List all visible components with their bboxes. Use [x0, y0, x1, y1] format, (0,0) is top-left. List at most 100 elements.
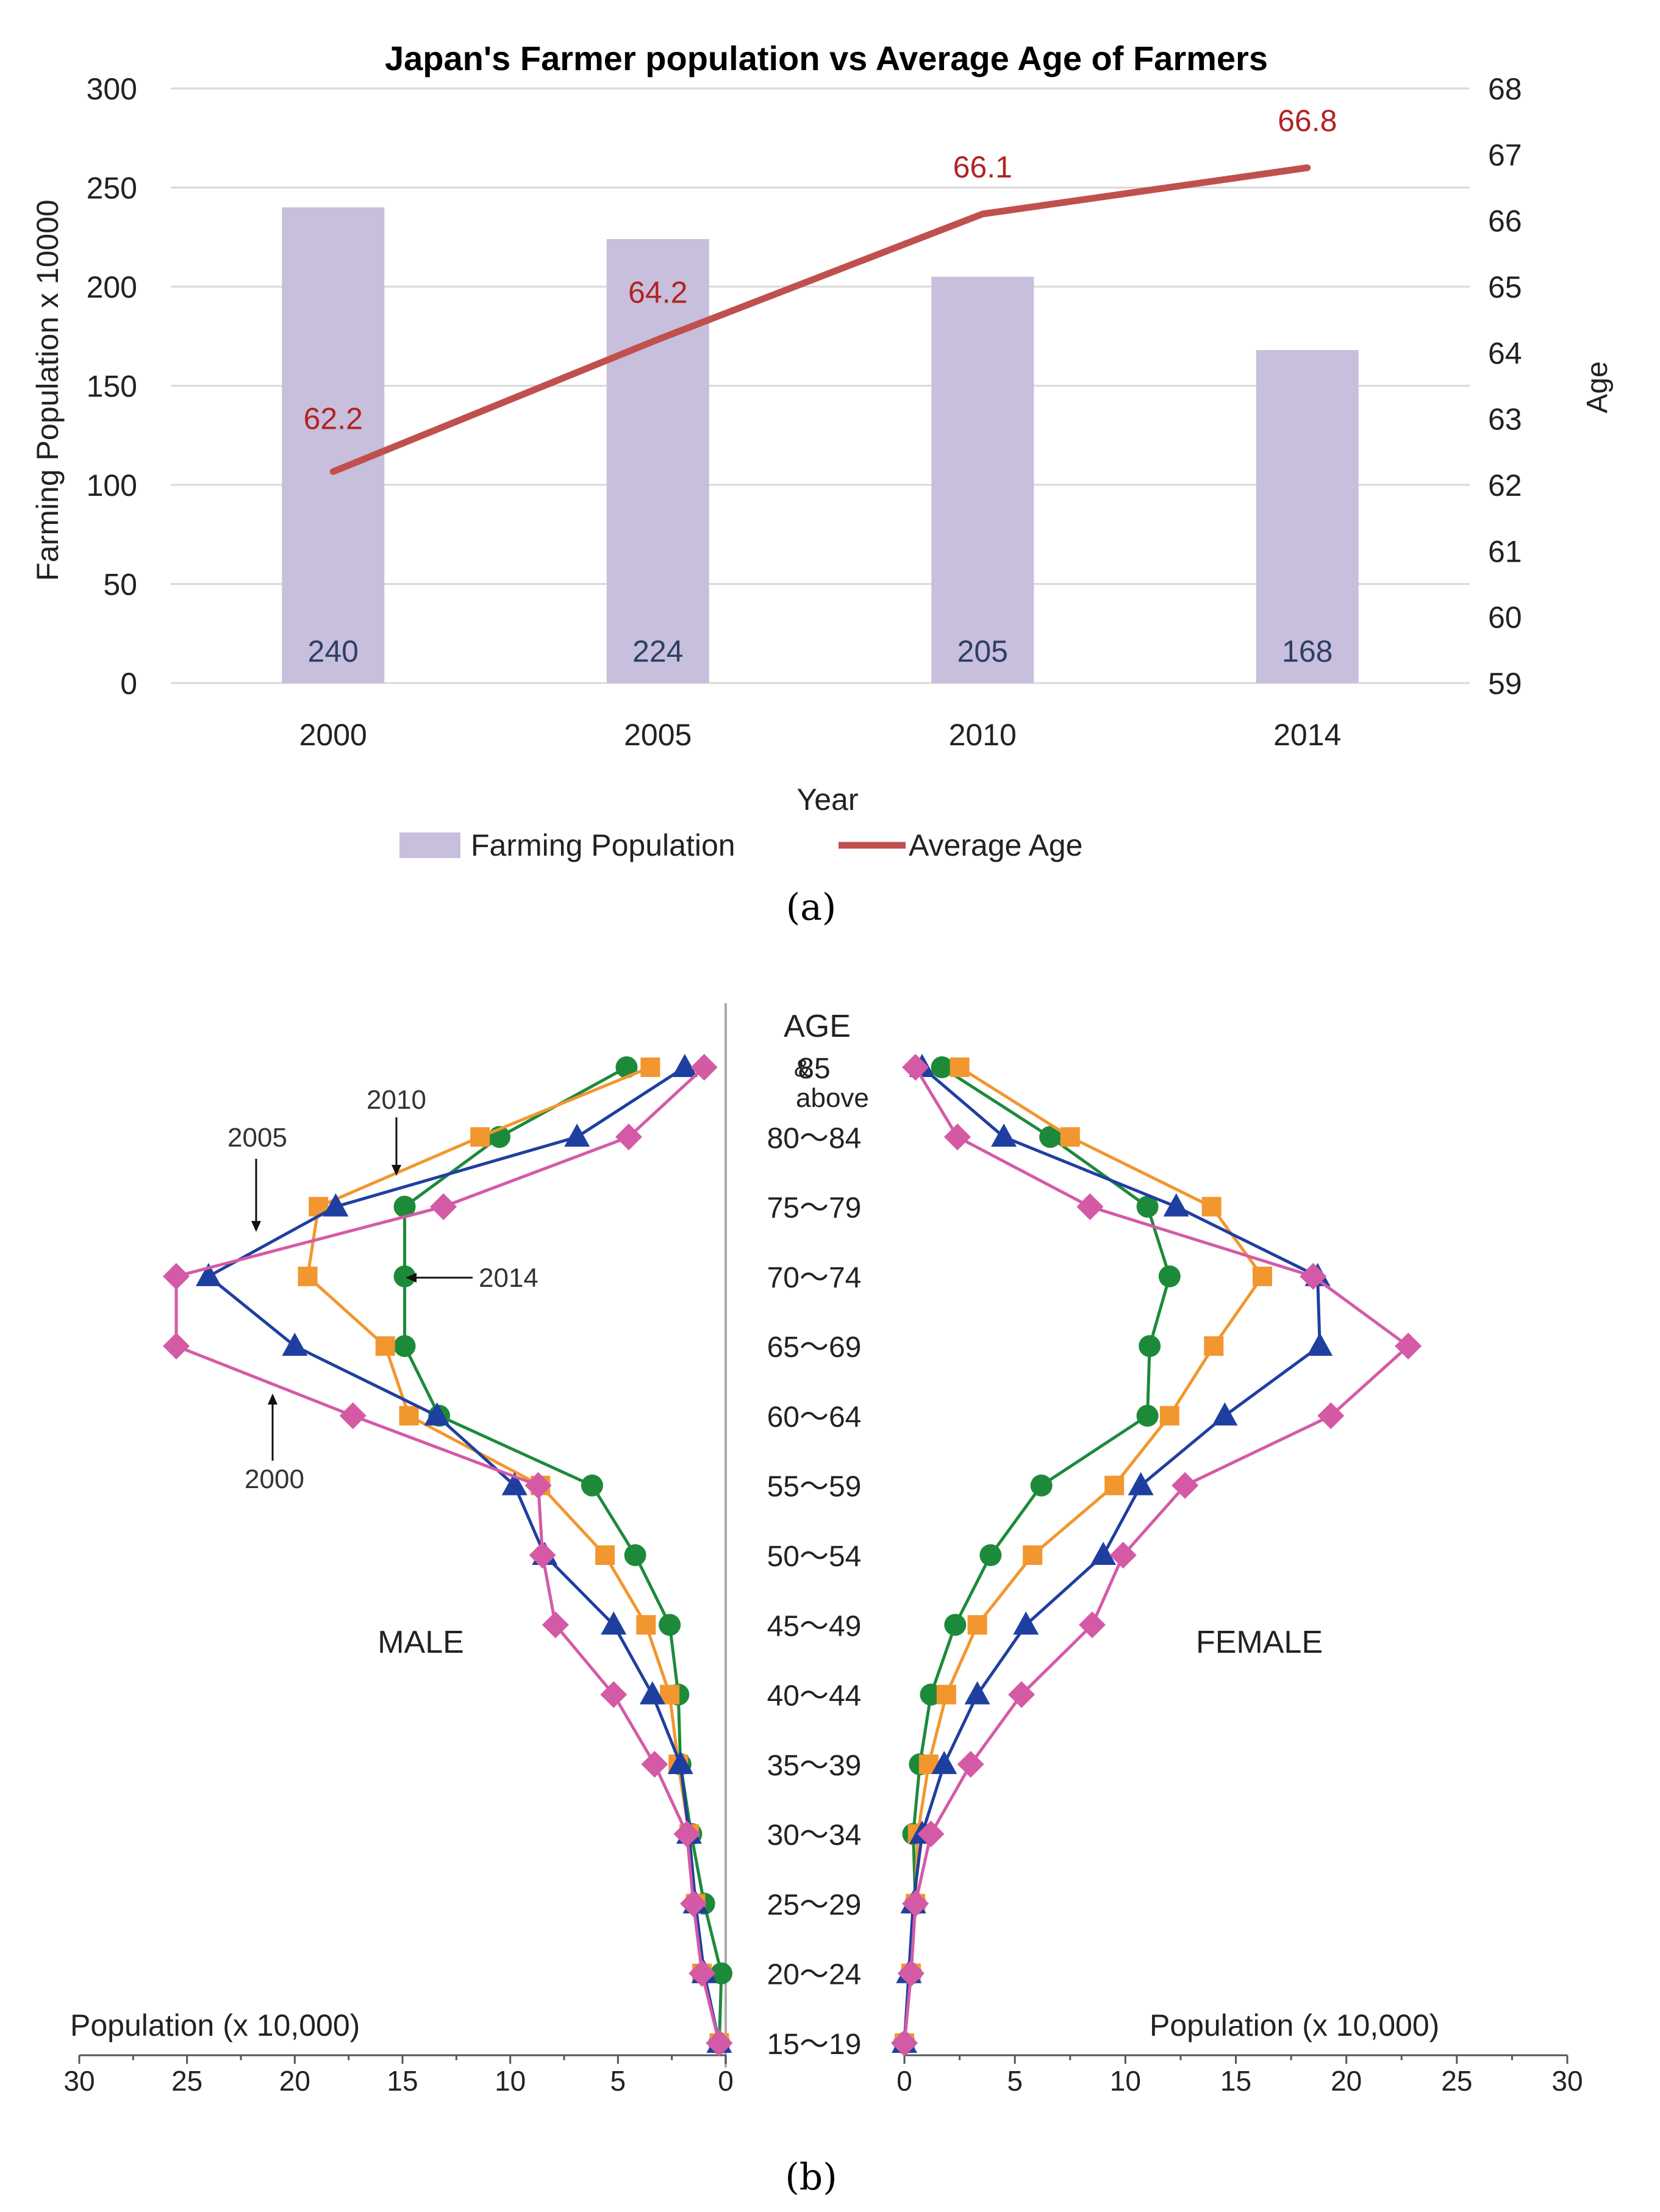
male-x-axis-label: Population (x 10,000): [70, 2008, 360, 2042]
male-point-2010: [196, 1262, 221, 1286]
y-tick-label: 50: [103, 568, 137, 602]
male-point-2000: [680, 1890, 707, 1917]
male-point-2014: [581, 1474, 603, 1497]
age-group-8: 55～59: [767, 1471, 862, 1503]
chart-a-x-axis-label: Year: [796, 782, 858, 817]
male-point-2010: [667, 1750, 693, 1774]
female-point-2000: [1300, 1262, 1327, 1290]
female-point-2000: [1317, 1402, 1345, 1430]
chart-a-y-axis-label: Farming Population x 10000: [30, 199, 65, 581]
y-tick-label: 100: [87, 468, 137, 503]
bar-value-label: 224: [632, 634, 683, 668]
female-point-2014: [931, 1056, 953, 1078]
male-point-2010: [282, 1333, 308, 1356]
annotation-2005: 2005: [227, 1123, 287, 1153]
age-value-label: 66.1: [953, 150, 1012, 184]
age-group-12: 75～79: [767, 1192, 862, 1225]
pyramid-series: [163, 1054, 1422, 2056]
male-point-2014: [393, 1195, 416, 1218]
male-point-2000: [430, 1193, 457, 1220]
female-point-2005: [1023, 1545, 1043, 1565]
male-point-2000: [641, 1750, 668, 1778]
male-point-2000: [529, 1542, 556, 1569]
female-point-2000: [1076, 1193, 1104, 1220]
male-point-2000: [524, 1472, 552, 1499]
y2-tick-label: 68: [1488, 72, 1522, 106]
annotation-2010: 2010: [367, 1085, 426, 1115]
y2-tick-label: 59: [1488, 667, 1522, 701]
male-x-tick-label: 15: [387, 2065, 418, 2097]
annotation-2000: 2000: [245, 1464, 304, 1494]
female-point-2010: [991, 1123, 1017, 1147]
female-point-2005: [950, 1058, 970, 1077]
panel-a-label: (a): [786, 886, 837, 929]
female-point-2000: [902, 1054, 929, 1081]
y2-tick-label: 67: [1488, 138, 1522, 172]
male-line-2014: [403, 1065, 723, 2044]
male-x-tick-label: 25: [171, 2065, 202, 2097]
female-point-2010: [931, 1750, 957, 1774]
female-point-2010: [1128, 1472, 1154, 1495]
female-x-tick-label: 25: [1441, 2065, 1472, 2097]
female-x-tick-label: 20: [1331, 2065, 1362, 2097]
age-group-labels: 15～19 20～24 25～29 30～34 35～39 40～44 45～49 50～54…: [767, 1053, 869, 2061]
male-point-2000: [339, 1402, 367, 1430]
female-point-2005: [1204, 1336, 1224, 1356]
female-label: FEMALE: [1196, 1625, 1323, 1660]
male-point-2010: [564, 1123, 590, 1147]
male-x-tick-label: 0: [718, 2065, 734, 2097]
x-tick-label: 2010: [949, 718, 1017, 752]
female-point-2005: [1201, 1197, 1222, 1217]
bar-2000: [282, 207, 385, 683]
series-2010: [196, 1054, 1333, 2053]
female-point-2000: [1078, 1611, 1106, 1639]
annotation-2005-arrowhead: [251, 1221, 261, 1232]
bar-2005: [606, 239, 709, 683]
y2-tick-label: 63: [1488, 403, 1522, 437]
male-point-2014: [393, 1265, 416, 1287]
female-point-2014: [1139, 1335, 1161, 1358]
female-point-2000: [943, 1123, 971, 1151]
age-group-6: 45～49: [767, 1610, 862, 1642]
age-group-9: 60～64: [767, 1401, 862, 1433]
male-point-2005: [298, 1266, 318, 1286]
y2-tick-label: 62: [1488, 468, 1522, 503]
age-top-suffix-amp: &: [794, 1055, 810, 1082]
age-group-14: 85: [798, 1053, 830, 1085]
x-tick-label: 2005: [624, 718, 692, 752]
age-group-0: 15～19: [767, 2028, 862, 2061]
bar-value-label: 168: [1282, 634, 1333, 668]
annotation-2014-arrowhead: [406, 1273, 417, 1283]
age-value-label: 64.2: [628, 276, 687, 310]
legend-swatch-farming-population: [399, 832, 460, 858]
age-group-5: 40～44: [767, 1680, 862, 1713]
female-x-tick-label: 0: [896, 2065, 912, 2097]
age-group-3: 30～34: [767, 1819, 862, 1852]
female-point-2014: [1158, 1265, 1181, 1287]
average-age-line: [329, 164, 1311, 475]
female-x-tick-label: 10: [1110, 2065, 1141, 2097]
female-point-2010: [1013, 1611, 1039, 1635]
female-point-2005: [1104, 1475, 1125, 1495]
x-tick-label: 2014: [1273, 718, 1341, 752]
female-point-2005: [967, 1615, 987, 1635]
male-label: MALE: [377, 1625, 464, 1660]
bar-2010: [931, 276, 1034, 683]
female-point-2014: [1136, 1195, 1159, 1218]
male-x-tick-label: 30: [63, 2065, 95, 2097]
bar-value-label: 205: [957, 634, 1008, 668]
age-group-7: 50～54: [767, 1541, 862, 1573]
female-point-2014: [979, 1544, 1002, 1566]
pyramid-x-axes: 30 25 20 15 10 5 0 0 5 10 15 20 25 30: [63, 2054, 1583, 2097]
male-point-2000: [163, 1333, 190, 1360]
age-group-11: 70～74: [767, 1262, 862, 1294]
female-point-2005: [1060, 1127, 1080, 1147]
panel-a: Japan's Farmer population vs Average Age…: [30, 39, 1614, 929]
female-point-2005: [1252, 1266, 1272, 1286]
y-tick-label: 300: [87, 72, 137, 106]
legend-label-average-age: Average Age: [909, 828, 1082, 862]
chart-a-title: Japan's Farmer population vs Average Age…: [385, 39, 1268, 77]
female-point-2000: [957, 1750, 984, 1778]
age-value-label: 66.8: [1278, 104, 1337, 138]
y2-tick-label: 64: [1488, 336, 1522, 370]
